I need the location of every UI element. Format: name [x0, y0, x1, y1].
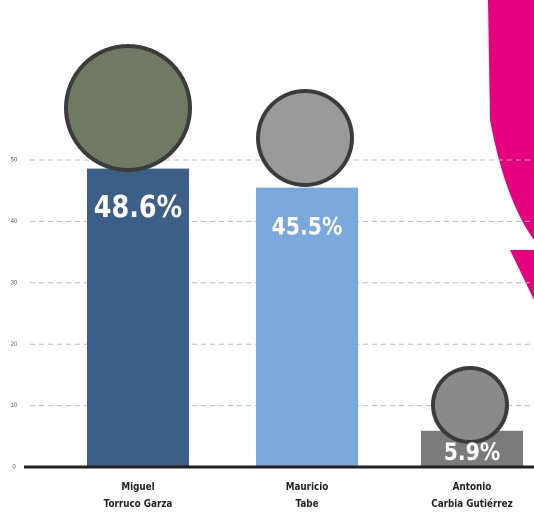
x-tick-label: Antonio Carbia Gutiérrez — [431, 480, 513, 510]
bar — [87, 168, 189, 467]
y-tick-label: 10 — [11, 403, 18, 409]
value-label: 45.5% — [272, 213, 343, 241]
y-tick-label: 40 — [11, 219, 18, 225]
decoration — [488, 0, 534, 240]
y-tick-label: 50 — [11, 158, 18, 164]
x-tick-label: Mauricio Tabe — [285, 480, 329, 510]
photo — [256, 89, 354, 187]
value-label: 5.9% — [444, 438, 501, 466]
photo — [64, 44, 192, 172]
x-tick-label: Miguel Torruco Garza — [103, 480, 173, 510]
value-label: 48.6% — [94, 189, 182, 225]
y-tick-label: 30 — [11, 280, 18, 286]
bar — [256, 187, 358, 467]
decoration — [510, 250, 534, 300]
photos — [64, 44, 509, 444]
y-tick-label: 0 — [12, 465, 16, 471]
y-tick-label: 20 — [11, 342, 18, 348]
photo — [431, 366, 509, 444]
